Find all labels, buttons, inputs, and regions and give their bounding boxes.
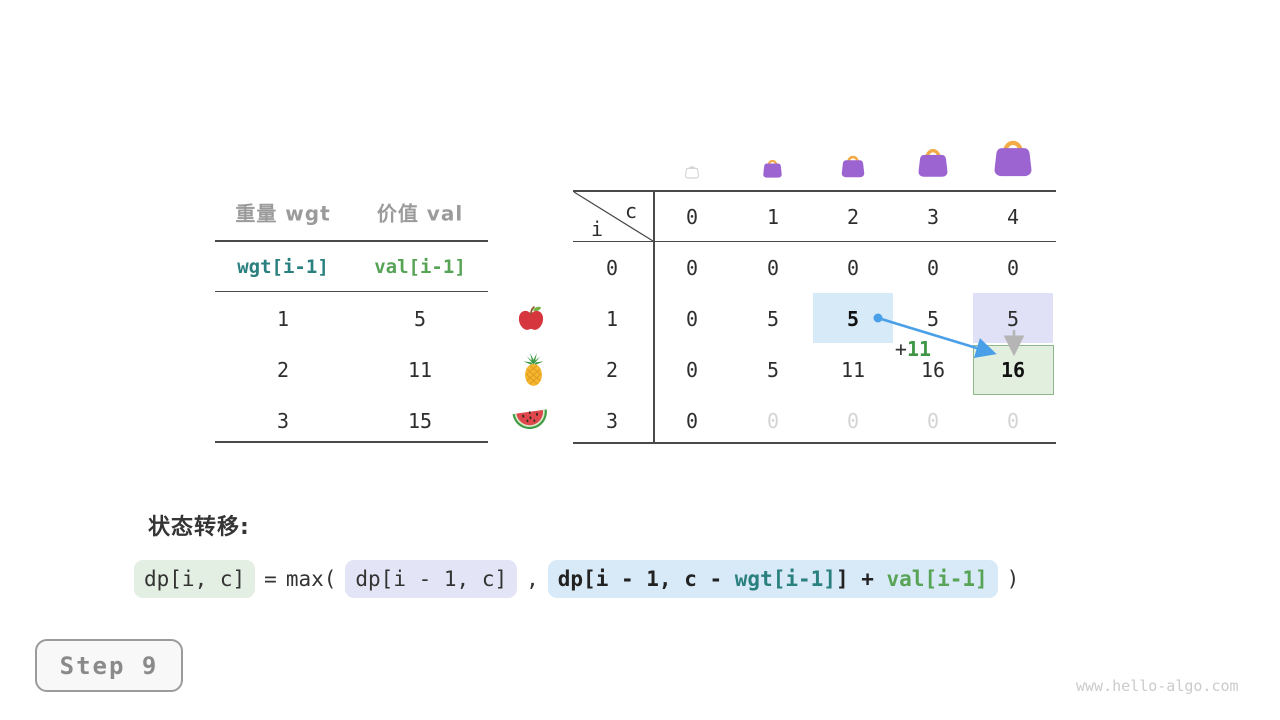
state-transition-formula: dp[i, c] = max( dp[i - 1, c] , dp[i - 1,… — [134, 560, 1019, 598]
dp-cell-2-3: 16 — [920, 358, 946, 382]
dp-cell-1-0: 0 — [685, 307, 699, 331]
dp-corner-row-label: i — [590, 217, 604, 241]
formula-comma: , — [526, 567, 539, 591]
added-value: 11 — [906, 337, 932, 361]
dp-cell-1-1: 5 — [766, 307, 780, 331]
dp-cell-3-4: 0 — [1006, 409, 1020, 433]
dp-table-rule-header — [573, 241, 1056, 242]
dp-cell-3-0: 0 — [685, 409, 699, 433]
dp-cell-0-3: 0 — [926, 256, 940, 280]
dp-cell-1-2: 5 — [846, 307, 860, 331]
item-1-value: 5 — [413, 307, 427, 331]
item-1-weight: 1 — [276, 307, 290, 331]
formula-arg1: dp[i - 1, c] — [345, 560, 518, 598]
items-table-weight-header: 重量 wgt — [235, 201, 331, 226]
dp-row-header-0: 0 — [605, 256, 619, 280]
dp-corner-col-label: c — [624, 199, 638, 223]
dp-table-rule-bottom — [573, 442, 1056, 444]
watermark-url: www.hello-algo.com — [1076, 677, 1239, 695]
dp-row-header-2: 2 — [605, 358, 619, 382]
formula-close-paren: ) — [1006, 567, 1020, 591]
dp-row-header-1: 1 — [605, 307, 619, 331]
dp-table-rule-vertical — [653, 190, 655, 443]
dp-cell-2-4: 16 — [1000, 358, 1026, 382]
dp-col-header-0: 0 — [685, 205, 699, 229]
formula-arg2: dp[i - 1, c - wgt[i-1]] + val[i-1] — [547, 560, 998, 598]
bag-icon-capacity-3 — [915, 143, 951, 183]
item-3-value: 15 — [407, 409, 433, 433]
step-badge: Step 9 — [35, 639, 183, 692]
watermelon-icon — [510, 404, 552, 438]
dp-cell-0-0: 0 — [685, 256, 699, 280]
dp-cell-0-1: 0 — [766, 256, 780, 280]
items-table-rule-top — [215, 240, 488, 242]
dp-row-header-3: 3 — [605, 409, 619, 433]
bag-icon-capacity-0-ghost — [684, 163, 700, 183]
dp-table-rule-top — [573, 190, 1056, 192]
apple-icon — [516, 303, 546, 337]
items-table-val-index: val[i-1] — [374, 256, 466, 278]
pineapple-icon — [520, 351, 547, 391]
dp-cell-2-1: 5 — [766, 358, 780, 382]
formula-max-open: max( — [285, 567, 337, 591]
formula-equals: = — [264, 567, 277, 591]
item-2-weight: 2 — [276, 358, 290, 382]
dp-header-diagonal-line — [573, 191, 654, 242]
items-table-value-header: 价值 val — [376, 201, 464, 226]
dp-cell-1-4: 5 — [1006, 307, 1020, 331]
bag-icon-capacity-1 — [761, 156, 784, 183]
formula-arg2-val: val[i-1] — [886, 567, 988, 591]
items-table-rule-bottom — [215, 441, 488, 443]
state-transition-label: 状态转移: — [148, 515, 250, 540]
dp-cell-0-4: 0 — [1006, 256, 1020, 280]
bag-icon-capacity-4 — [990, 133, 1036, 183]
plus-sign: + — [894, 337, 907, 361]
dp-col-header-1: 1 — [766, 205, 780, 229]
formula-arg2-wgt: wgt[i-1] — [734, 567, 836, 591]
formula-arg2-mid: ] + — [835, 567, 887, 591]
dp-col-header-2: 2 — [846, 205, 860, 229]
dp-cell-3-2: 0 — [846, 409, 860, 433]
items-table-wgt-index: wgt[i-1] — [237, 256, 329, 278]
dp-cell-3-3: 0 — [926, 409, 940, 433]
dp-cell-3-1: 0 — [766, 409, 780, 433]
dp-cell-1-3: 5 — [926, 307, 940, 331]
dp-col-header-3: 3 — [926, 205, 940, 229]
formula-arg2-prefix: dp[i - 1, c - — [557, 567, 735, 591]
item-3-weight: 3 — [276, 409, 290, 433]
dp-cell-0-2: 0 — [846, 256, 860, 280]
formula-lhs: dp[i, c] — [134, 560, 256, 598]
dp-col-header-4: 4 — [1006, 205, 1020, 229]
items-table-rule-mid — [215, 291, 488, 292]
dp-cell-2-0: 0 — [685, 358, 699, 382]
item-2-value: 11 — [407, 358, 433, 382]
dp-cell-2-2: 11 — [840, 358, 866, 382]
bag-icon-capacity-2 — [839, 151, 867, 183]
transition-add-label: +11 — [895, 337, 931, 361]
